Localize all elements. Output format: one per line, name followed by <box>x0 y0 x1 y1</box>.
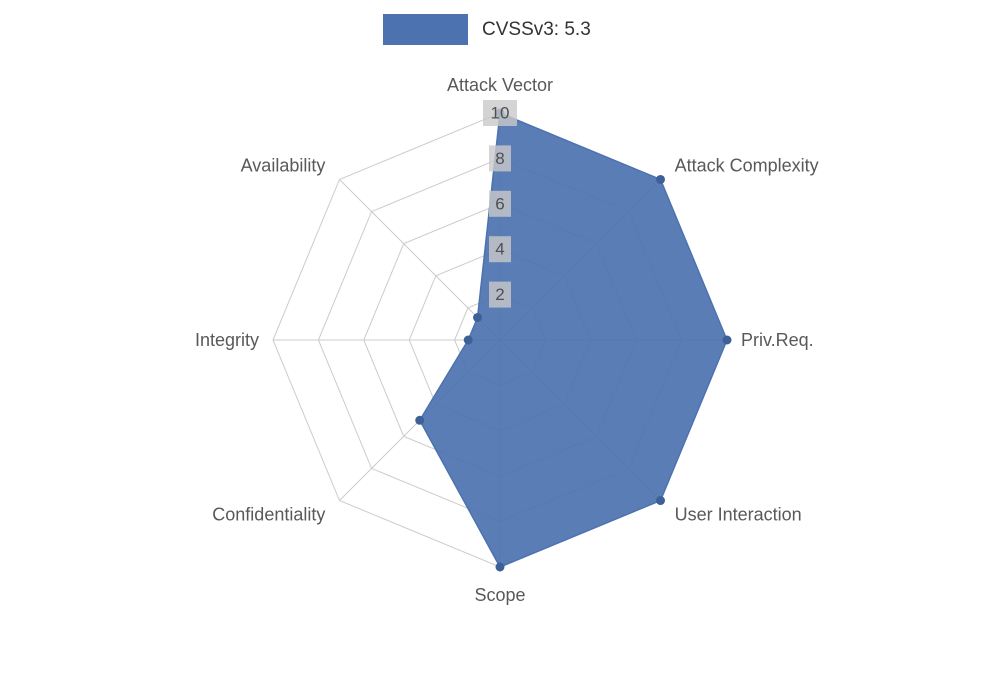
data-point-availability <box>473 313 483 323</box>
axis-label-priv-req: Priv.Req. <box>741 330 814 350</box>
tick-label-2: 2 <box>495 285 504 304</box>
tick-label-bg-8 <box>489 145 511 172</box>
tick-label-8: 8 <box>495 149 504 168</box>
tick-label-4: 4 <box>495 240 504 259</box>
axis-label-scope: Scope <box>474 585 525 605</box>
axis-label-attack-complexity: Attack Complexity <box>675 155 819 175</box>
axis-label-attack-vector: Attack Vector <box>447 75 553 95</box>
data-point-user-interaction <box>656 496 666 506</box>
axis-label-confidentiality: Confidentiality <box>212 505 325 525</box>
data-point-scope <box>495 562 505 572</box>
tick-label-10: 10 <box>491 104 510 123</box>
axis-spoke-availability <box>339 179 501 341</box>
axis-label-user-interaction: User Interaction <box>675 505 802 525</box>
data-point-attack-complexity <box>656 174 666 184</box>
legend-label: CVSSv3: 5.3 <box>482 19 591 40</box>
data-point-integrity <box>463 335 473 345</box>
legend-swatch <box>383 14 468 45</box>
tick-label-bg-4 <box>489 236 511 263</box>
tick-label-bg-2 <box>489 281 511 308</box>
tick-label-bg-6 <box>489 190 511 217</box>
axis-label-integrity: Integrity <box>195 330 259 350</box>
axis-label-availability: Availability <box>241 155 326 175</box>
data-point-priv-req <box>722 335 732 345</box>
tick-label-6: 6 <box>495 194 504 213</box>
chart-legend: CVSSv3: 5.3 <box>383 14 591 45</box>
data-point-confidentiality <box>415 415 425 425</box>
tick-label-bg-10 <box>483 100 517 126</box>
